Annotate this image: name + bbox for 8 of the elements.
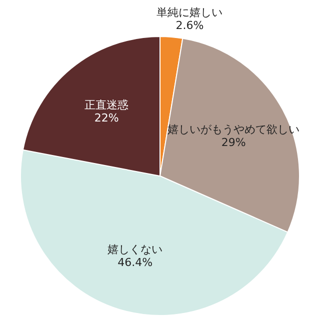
slice-label: 正直迷惑 (84, 98, 129, 112)
data-label: 2.6% (176, 18, 204, 32)
slice-label: 嬉しくない (108, 242, 163, 256)
data-label: 46.4% (118, 256, 153, 269)
slice-label: 嬉しいがもうやめて欲しい (168, 123, 300, 136)
data-label: 22% (94, 111, 119, 124)
slice-label: 単純に嬉しい (156, 6, 223, 19)
data-label: 29% (221, 136, 246, 149)
